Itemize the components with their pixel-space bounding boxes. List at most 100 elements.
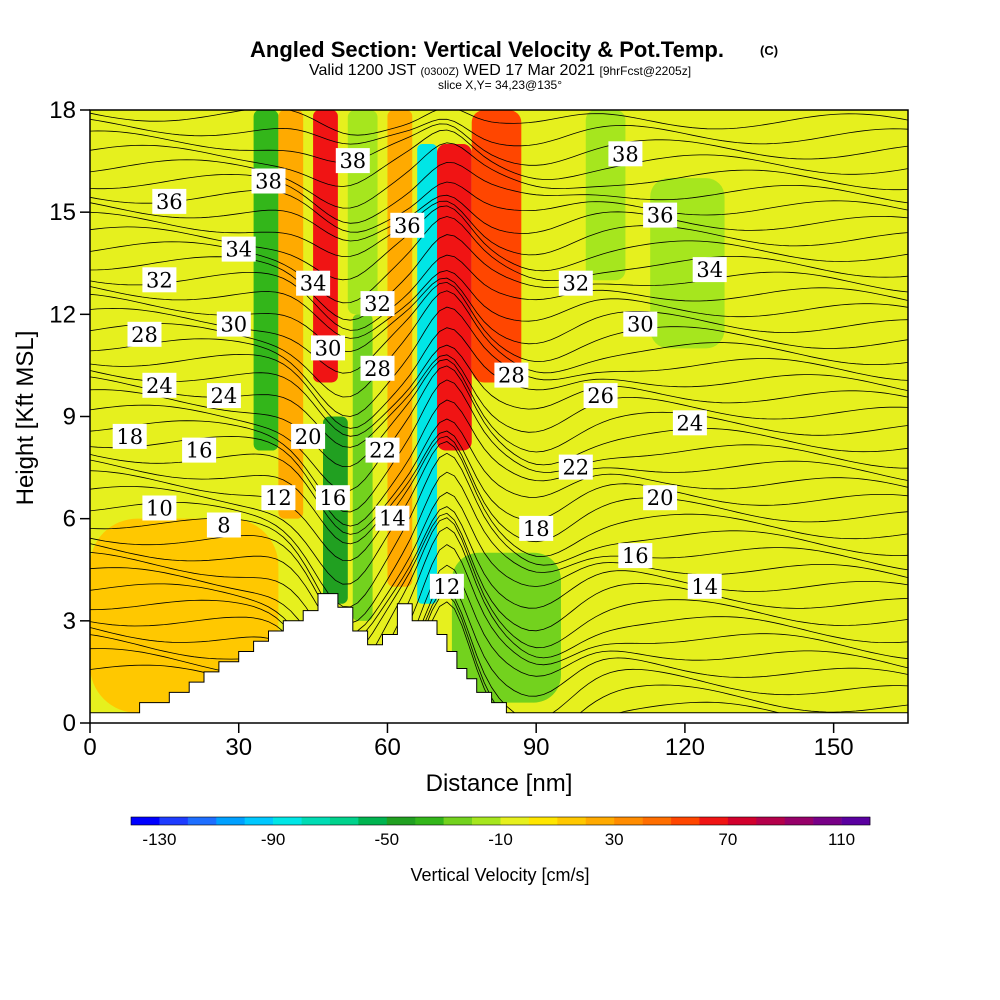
colorbar-swatch xyxy=(699,817,729,825)
colorbar-tick-label: 30 xyxy=(605,830,624,849)
velocity-band xyxy=(437,144,472,451)
isentrope-label-bg xyxy=(182,437,217,463)
isentrope-label-bg xyxy=(251,168,286,194)
isentrope-label-text: 34 xyxy=(696,258,723,282)
isentrope-label: 28 xyxy=(127,321,162,347)
chart-title: Angled Section: Vertical Velocity & Pot.… xyxy=(250,37,724,62)
isentrope-label-text: 38 xyxy=(339,149,366,173)
isentrope-line xyxy=(90,589,908,723)
isentrope-label-bg xyxy=(127,321,162,347)
isentrope-label-text: 16 xyxy=(320,486,347,510)
isentrope-label: 36 xyxy=(152,188,187,214)
isentrope-line xyxy=(90,544,908,721)
y-tick-label: 6 xyxy=(63,506,76,533)
forecast-info: [9hrFcst@2205z] xyxy=(599,64,691,78)
colorbar: -130 -90 -50 -10 30 70 110 xyxy=(130,816,871,849)
isentrope-label-bg xyxy=(142,267,177,293)
isentrope-label: 10 xyxy=(142,495,177,521)
isentrope-label: 22 xyxy=(365,437,400,463)
isentrope-line xyxy=(90,430,908,545)
isentrope-label: 28 xyxy=(360,355,395,381)
velocity-band xyxy=(417,144,438,604)
velocity-feature xyxy=(352,314,373,621)
colorbar-swatch xyxy=(784,817,814,825)
colorbar-swatch xyxy=(159,817,189,825)
isentrope-label: 24 xyxy=(142,372,177,398)
isentrope-label: 28 xyxy=(494,362,529,388)
colorbar-tick-label: -90 xyxy=(261,830,286,849)
velocity-band xyxy=(352,314,373,621)
isentrope-line xyxy=(90,399,908,527)
isentrope-label-bg xyxy=(687,573,722,599)
isentrope-line xyxy=(90,129,908,187)
isentrope-label: 16 xyxy=(315,485,350,511)
x-tick-label: 90 xyxy=(523,734,550,761)
valid-date: WED 17 Mar 2021 xyxy=(463,62,595,79)
isentrope-label: 32 xyxy=(558,270,593,296)
isentrope-label-bg xyxy=(311,335,345,361)
isentrope-label: 18 xyxy=(519,515,554,541)
colorbar-frame xyxy=(130,816,871,826)
colorbar-swatch xyxy=(585,817,615,825)
isentrope-line xyxy=(90,435,908,562)
isentrope-label: 34 xyxy=(296,270,331,296)
isentrope-line xyxy=(90,418,908,535)
colorbar-swatch xyxy=(187,817,217,825)
isentrope-label: 24 xyxy=(672,410,707,436)
velocity-band xyxy=(471,110,522,383)
colorbar-swatch xyxy=(358,817,388,825)
isentrope-label-bg xyxy=(375,505,410,531)
isentrope-line xyxy=(90,441,908,585)
colorbar-swatch xyxy=(500,817,530,825)
isentrope-label: 32 xyxy=(142,267,177,293)
isentrope-label: 34 xyxy=(221,236,256,262)
isentrope-label-bg xyxy=(216,311,251,337)
isentrope-label-text: 20 xyxy=(647,486,674,510)
colorbar-swatch xyxy=(813,817,842,825)
chart-subtitle: Valid 1200 JST (0300Z) WED 17 Mar 2021 [… xyxy=(309,62,691,79)
isentrope-line xyxy=(90,123,908,166)
isentrope-label-bg xyxy=(206,512,241,538)
isentrope-label: 14 xyxy=(375,505,410,531)
isentrope-label-bg xyxy=(643,202,678,228)
isentrope-label: 30 xyxy=(311,335,345,361)
isentrope-label-text: 36 xyxy=(156,190,183,214)
isentrope-label-text: 16 xyxy=(186,439,213,463)
colorbar-swatch xyxy=(642,817,672,825)
isentrope-label-text: 8 xyxy=(217,514,230,538)
isentrope-label-bg xyxy=(261,485,296,511)
colorbar-swatch xyxy=(727,817,757,825)
isentrope-line xyxy=(90,517,908,678)
isentrope-line xyxy=(90,118,908,147)
isentrope-label-text: 38 xyxy=(255,170,282,194)
x-tick-label: 30 xyxy=(225,734,252,761)
isentrope-label-text: 26 xyxy=(587,384,614,408)
velocity-band xyxy=(313,110,338,383)
isentrope-label-bg xyxy=(618,543,653,569)
isentrope-label-bg xyxy=(390,212,425,238)
isentrope-line xyxy=(90,270,908,339)
x-tick-label: 0 xyxy=(83,734,96,761)
isentrope-line xyxy=(90,161,908,224)
velocity-feature xyxy=(278,110,304,519)
isentrope-label-text: 38 xyxy=(612,142,639,166)
isentrope-label: 26 xyxy=(583,383,618,409)
colorbar-tick-label: 110 xyxy=(828,830,855,849)
isentrope-label-bg xyxy=(494,362,529,388)
isentrope-label-text: 16 xyxy=(622,544,649,568)
isentrope-label-text: 32 xyxy=(146,268,173,292)
y-tick-label: 3 xyxy=(63,608,76,635)
terrain-profile xyxy=(90,593,908,723)
isentrope-label: 32 xyxy=(360,291,395,317)
y-tick-label: 0 xyxy=(63,710,76,737)
isentrope-label-bg xyxy=(142,495,177,521)
isentrope-label-text: 18 xyxy=(116,425,143,449)
isentrope-label-text: 12 xyxy=(434,575,461,599)
x-tick-label: 60 xyxy=(374,734,401,761)
isentrope-label-text: 14 xyxy=(379,507,406,531)
isentrope-label-text: 22 xyxy=(562,456,589,480)
x-tick-label: 150 xyxy=(814,734,854,761)
colorbar-swatch xyxy=(557,817,587,825)
plot-area: 36 38 38 38 34 36 36 32 34 34 32 32 28 30 30 30 28 28 24 24… xyxy=(90,110,908,723)
